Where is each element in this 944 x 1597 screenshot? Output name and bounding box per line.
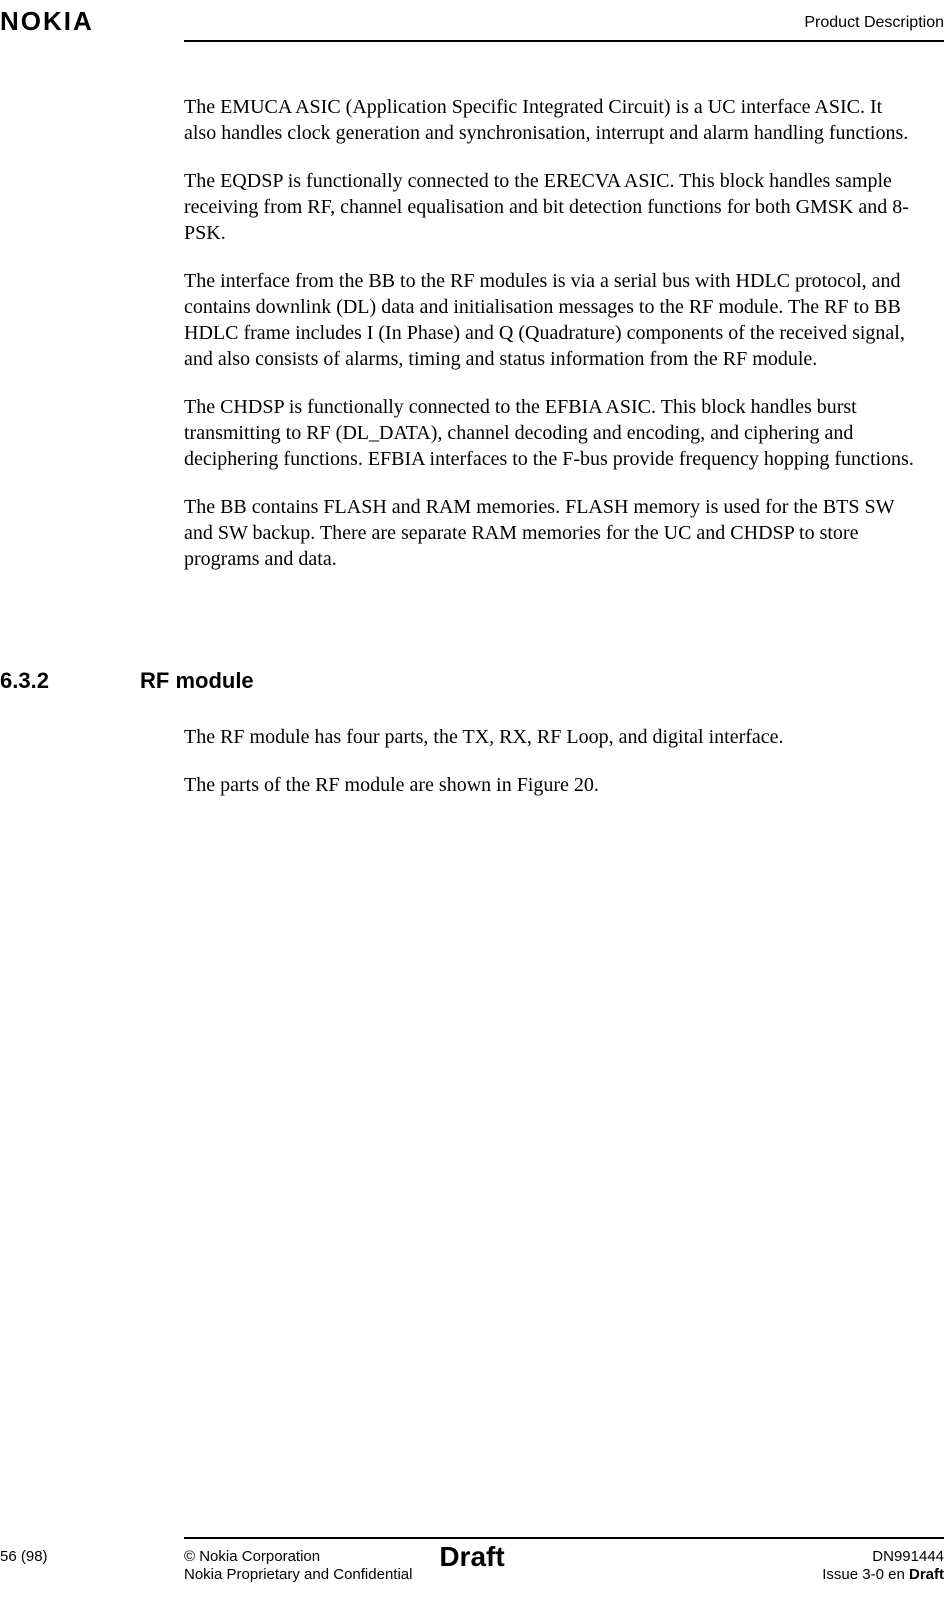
paragraph: The CHDSP is functionally connected to t… bbox=[184, 394, 914, 472]
paragraph: The EQDSP is functionally connected to t… bbox=[184, 168, 914, 246]
footer-rule bbox=[184, 1537, 944, 1539]
body-content-block-1: The EMUCA ASIC (Application Specific Int… bbox=[184, 94, 914, 594]
footer-page-number: 56 (98) bbox=[0, 1548, 48, 1565]
footer-issue-prefix: Issue 3-0 en bbox=[822, 1566, 909, 1583]
footer-confidential: Nokia Proprietary and Confidential bbox=[184, 1566, 412, 1583]
section-number: 6.3.2 bbox=[0, 668, 49, 694]
section-title: RF module bbox=[140, 668, 254, 694]
paragraph: The BB contains FLASH and RAM memories. … bbox=[184, 494, 914, 572]
paragraph: The parts of the RF module are shown in … bbox=[184, 772, 914, 798]
footer-issue-bold: Draft bbox=[909, 1566, 944, 1583]
body-content-block-2: The RF module has four parts, the TX, RX… bbox=[184, 724, 914, 820]
paragraph: The EMUCA ASIC (Application Specific Int… bbox=[184, 94, 914, 146]
header-right-text: Product Description bbox=[804, 14, 944, 32]
footer-copyright: © Nokia Corporation bbox=[184, 1548, 320, 1565]
page-footer: 56 (98) © Nokia Corporation Nokia Propri… bbox=[0, 1543, 944, 1587]
nokia-logo: NOKIA bbox=[0, 6, 94, 37]
footer-issue: Issue 3-0 en Draft bbox=[822, 1566, 944, 1583]
paragraph: The RF module has four parts, the TX, RX… bbox=[184, 724, 914, 750]
paragraph: The interface from the BB to the RF modu… bbox=[184, 268, 914, 372]
footer-draft-watermark: Draft bbox=[439, 1541, 504, 1573]
footer-doc-id: DN991444 bbox=[872, 1548, 944, 1565]
page-header: NOKIA Product Description bbox=[0, 0, 944, 8]
header-rule bbox=[184, 40, 944, 42]
